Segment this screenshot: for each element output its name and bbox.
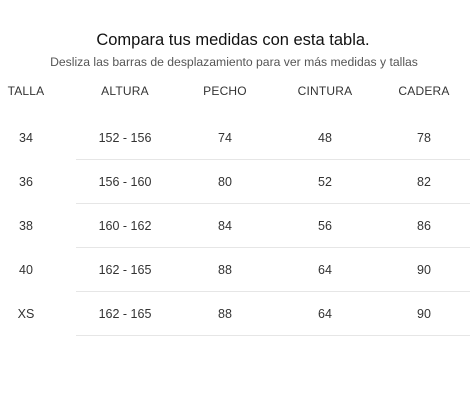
cell-altura: 160 - 162 [98,219,152,233]
column-header-pecho: PECHO [203,84,247,98]
cell-cadera: 90 [417,307,431,321]
cell-cintura: 56 [318,219,332,233]
cell-talla: 36 [19,175,33,189]
table-row: 36 156 - 160 80 52 82 [0,160,470,204]
table-row: XS 162 - 165 88 64 90 [0,292,470,336]
table-row: 40 162 - 165 88 64 90 [0,248,470,292]
cell-cadera: 82 [417,175,431,189]
cell-pecho: 84 [218,219,232,233]
cell-talla: 34 [19,131,33,145]
cell-cadera: 86 [417,219,431,233]
cell-cadera: 90 [417,263,431,277]
cell-pecho: 80 [218,175,232,189]
cell-pecho: 74 [218,131,232,145]
cell-cintura: 52 [318,175,332,189]
row-divider [76,291,470,292]
cell-cintura: 64 [318,307,332,321]
cell-talla: XS [17,307,35,321]
page-subtitle: Desliza las barras de desplazamiento par… [50,55,418,69]
table-header-row: TALLA ALTURA PECHO CINTURA CADERA [0,84,470,110]
table-row: 34 152 - 156 74 48 78 [0,116,470,160]
cell-altura: 156 - 160 [98,175,152,189]
row-divider [76,159,470,160]
cell-altura: 162 - 165 [98,307,152,321]
cell-talla: 38 [19,219,33,233]
table-body: 34 152 - 156 74 48 78 36 156 - 160 80 52… [0,116,470,336]
cell-cadera: 78 [417,131,431,145]
cell-altura: 152 - 156 [98,131,152,145]
table-row: 38 160 - 162 84 56 86 [0,204,470,248]
row-divider [76,335,470,336]
column-header-cintura: CINTURA [297,84,353,98]
page-title: Compara tus medidas con esta tabla. [96,31,370,49]
size-table[interactable]: TALLA ALTURA PECHO CINTURA CADERA 34 152… [0,84,470,336]
row-divider [76,203,470,204]
cell-pecho: 88 [218,307,232,321]
cell-pecho: 88 [218,263,232,277]
column-header-cadera: CADERA [398,84,450,98]
cell-altura: 162 - 165 [98,263,152,277]
cell-cintura: 64 [318,263,332,277]
column-header-talla: TALLA [7,84,45,98]
column-header-altura: ALTURA [101,84,149,98]
row-divider [76,247,470,248]
cell-cintura: 48 [318,131,332,145]
cell-talla: 40 [19,263,33,277]
